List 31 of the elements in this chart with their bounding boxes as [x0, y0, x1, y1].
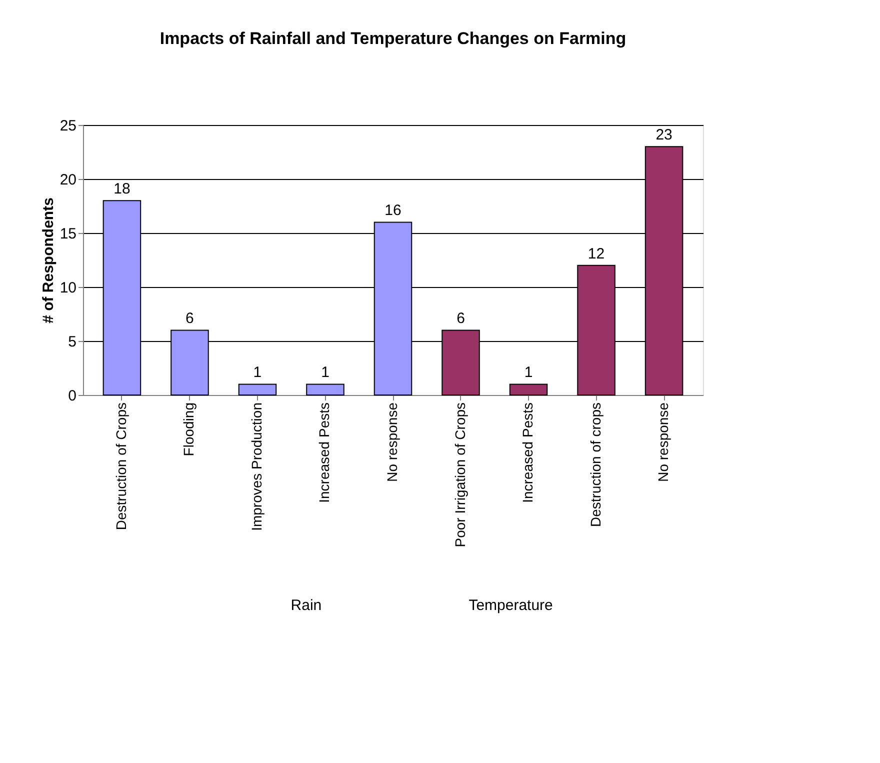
x-tick-label: Improves Production [248, 402, 264, 531]
y-axis-title: # of Respondents [40, 198, 57, 324]
bar [306, 384, 344, 396]
data-label: 12 [588, 245, 605, 262]
bar [509, 384, 548, 396]
data-label: 1 [524, 364, 533, 382]
x-tick-label: Destruction of crops [587, 402, 604, 527]
data-label: 23 [656, 126, 672, 144]
data-label: 1 [321, 364, 330, 382]
y-tick-label: 5 [68, 334, 76, 350]
data-label: 16 [384, 202, 402, 220]
bar [238, 384, 277, 396]
data-label: 6 [186, 310, 194, 328]
x-tick-label: Increased Pests [520, 402, 536, 503]
data-label: 18 [114, 180, 130, 198]
x-tick-label: Destruction of Crops [112, 402, 129, 530]
x-tick-label: Flooding [180, 402, 197, 456]
y-tick-label: 15 [60, 226, 76, 242]
data-label: 1 [253, 364, 262, 382]
y-tick-label: 0 [68, 388, 76, 404]
y-tick-label: 20 [60, 172, 76, 188]
text: Temperature [468, 597, 553, 614]
y-tick-label: 25 [60, 118, 76, 134]
x-tick-label: Poor Irrigation of Crops [452, 402, 468, 548]
x-tick-label: No response [655, 402, 672, 482]
x-tick-label: No response [384, 402, 400, 482]
chart-title: Impacts of Rainfall and Temperature Changes on Farming [160, 29, 626, 48]
data-label: 6 [456, 310, 465, 328]
text: Rain [290, 597, 322, 614]
y-tick-label: 10 [60, 280, 76, 296]
x-tick-label: Increased Pests [316, 402, 332, 503]
